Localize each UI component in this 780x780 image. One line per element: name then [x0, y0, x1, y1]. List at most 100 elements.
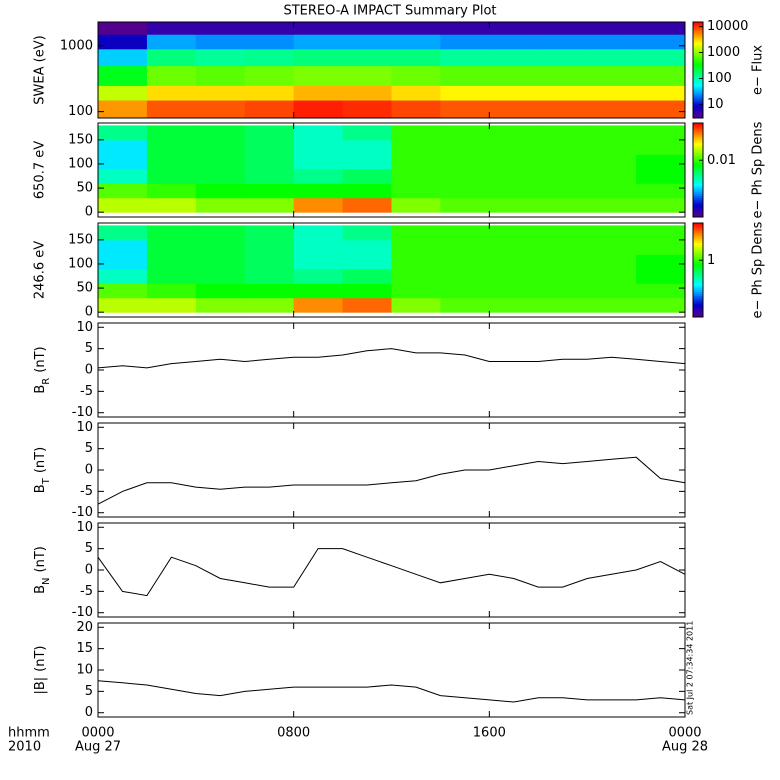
colorbar-swatch [693, 254, 703, 257]
colorbar-swatch [693, 209, 703, 212]
x-corner-label: hhmm [8, 726, 50, 741]
colorbar-swatch [693, 80, 703, 83]
y-axis-label: BR (nT) [33, 346, 52, 393]
colorbar-swatch [693, 150, 703, 153]
heatmap-cell [538, 125, 588, 141]
heatmap-cell [98, 183, 148, 199]
heatmap-cell [538, 254, 588, 270]
y-tick-label: -10 [72, 405, 93, 420]
heatmap-cell [636, 254, 686, 270]
colorbar-frame [692, 21, 704, 119]
heatmap-cell [244, 85, 295, 101]
y-axis-label: |B| (nT) [33, 645, 48, 694]
heatmap-cell [538, 168, 588, 184]
colorbar-swatch [693, 24, 703, 27]
heatmap-cell [587, 100, 637, 119]
heatmap-cell [146, 65, 197, 86]
colorbar-swatch [693, 130, 703, 134]
heatmap-cell [293, 283, 344, 299]
heatmap-cell [440, 85, 490, 101]
heatmap-cell [391, 65, 441, 86]
colorbar-swatch [693, 283, 703, 287]
heatmap-cell [538, 100, 588, 119]
colorbar-frame [692, 122, 704, 218]
colorbar-swatch [693, 315, 703, 318]
colorbar-swatch [693, 291, 703, 294]
y-tick-label: 10 [76, 663, 93, 678]
colorbar-swatch [693, 44, 703, 47]
colorbar-swatch [693, 273, 703, 277]
colorbar-swatch [693, 156, 703, 159]
colorbar-swatch [693, 203, 703, 206]
colorbar-tick-label: 100 [707, 71, 732, 86]
heatmap-cell [195, 283, 246, 299]
heatmap-cell [244, 100, 295, 119]
colorbar-swatch [693, 60, 703, 63]
y-axis-label-sub: R [41, 378, 52, 385]
heatmap-cell [98, 268, 148, 284]
colorbar-swatch [693, 128, 703, 132]
heatmap-cell [244, 154, 295, 170]
heatmap-cell [293, 65, 344, 86]
colorbar-swatch [693, 90, 703, 93]
colorbar-swatch [693, 158, 703, 161]
heatmap-cell [636, 85, 686, 101]
colorbar-swatch [693, 114, 703, 117]
y-tick-label: 10 [76, 320, 93, 335]
colorbar-swatch [693, 199, 703, 202]
heatmap-cell [146, 34, 197, 50]
x-corner-label: 2010 [8, 740, 41, 755]
y-tick-label: 100 [68, 256, 93, 271]
heatmap-cell [538, 283, 588, 299]
heatmap-cell [587, 154, 637, 170]
x-tick-label: 1600 [473, 726, 506, 741]
data-line [97, 348, 686, 369]
heatmap-cell [489, 34, 539, 50]
heatmap-cell [440, 268, 490, 284]
heatmap-cell [293, 85, 344, 101]
colorbar-swatch [693, 173, 703, 177]
colorbar-swatch [693, 279, 703, 283]
y-tick-label: 100 [68, 156, 93, 171]
heatmap-cell [146, 22, 197, 35]
colorbar-swatch [693, 98, 703, 101]
heatmap-cell [489, 139, 539, 155]
colorbar-swatch [693, 260, 703, 263]
heatmap-cell [293, 100, 344, 119]
heatmap-cell [244, 297, 295, 313]
heatmap-cell [391, 154, 441, 170]
heatmap-cell [146, 283, 197, 299]
heatmap-cell [195, 48, 246, 67]
heatmap-cell [146, 139, 197, 155]
colorbar-swatch [693, 305, 703, 308]
heatmap-cell [342, 139, 392, 155]
heatmap-cell [293, 22, 344, 35]
colorbar-swatch [693, 295, 703, 298]
heatmap-cell [98, 283, 148, 299]
heatmap-cell [587, 139, 637, 155]
heatmap-cell [489, 65, 539, 86]
heatmap-cell [440, 48, 490, 67]
heatmap-cell [489, 154, 539, 170]
heatmap-cell [195, 100, 246, 119]
y-axis-label: 650.7 eV [33, 141, 48, 199]
colorbar-swatch [693, 108, 703, 111]
y-axis-label-unit: (nT) [33, 546, 48, 572]
chart-title: STEREO-A IMPACT Summary Plot [283, 4, 496, 19]
heatmap-cell [489, 125, 539, 141]
colorbar-swatch [693, 262, 703, 265]
heatmap-cell [146, 100, 197, 119]
heatmap-cell [391, 34, 441, 50]
colorbar-swatch [693, 110, 703, 113]
colorbar-swatch [693, 148, 703, 151]
heatmap-cell [391, 125, 441, 141]
colorbar-swatch [693, 162, 703, 165]
heatmap-cell [440, 22, 490, 35]
colorbar-swatch [693, 152, 703, 155]
heatmap-cell [587, 254, 637, 270]
heatmap-cell [146, 297, 197, 313]
data-line [97, 680, 686, 703]
heatmap-cell [440, 100, 490, 119]
colorbar-swatch [693, 224, 703, 228]
heatmap-cell [440, 283, 490, 299]
